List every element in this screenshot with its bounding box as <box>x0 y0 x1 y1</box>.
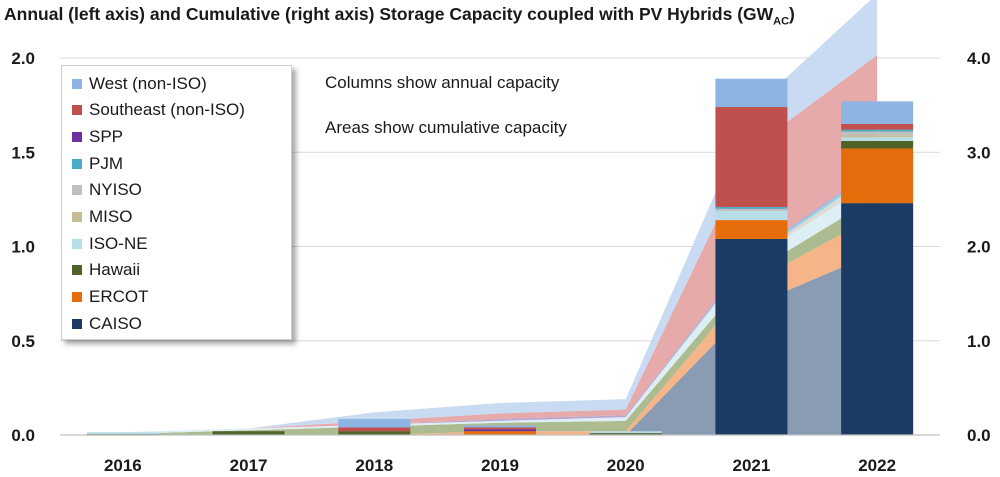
legend-swatch <box>72 292 82 303</box>
bar-southeast-non-iso-2019 <box>464 427 536 430</box>
legend-item: Southeast (non-ISO) <box>72 97 245 124</box>
legend-swatch <box>72 131 82 142</box>
x-tick-label: 2017 <box>230 456 268 475</box>
legend-item: PJM <box>72 150 123 177</box>
y-left-tick-label: 0.5 <box>11 332 35 351</box>
annual-columns <box>86 78 914 435</box>
legend-item: MISO <box>72 204 132 231</box>
bar-nyiso-2021 <box>715 208 788 211</box>
annotation-columns: Columns show annual capacity <box>325 73 560 92</box>
chart-title-text: Annual (left axis) and Cumulative (right… <box>4 4 774 24</box>
legend-label: NYISO <box>89 180 142 200</box>
legend-swatch <box>72 212 82 222</box>
legend-item: NYISO <box>72 177 142 204</box>
bar-southeast-non-iso-2018 <box>338 427 411 432</box>
x-tick-label: 2019 <box>481 456 519 475</box>
x-tick-label: 2016 <box>104 456 142 475</box>
bar-iso-ne-2016 <box>86 432 159 435</box>
bar-hawaii-2017 <box>212 431 285 435</box>
y-left-tick-label: 1.0 <box>11 238 35 257</box>
legend-item: West (non-ISO) <box>72 70 207 97</box>
legend-label: CAISO <box>89 313 142 333</box>
legend-swatch <box>72 158 82 169</box>
legend-label: MISO <box>89 207 133 226</box>
legend-swatch <box>72 238 82 249</box>
y-right-tick-label: 2.0 <box>967 238 991 257</box>
y-left-tick-label: 1.5 <box>11 143 35 162</box>
legend-label: ISO-NE <box>89 233 148 253</box>
bar-caiso-2021 <box>715 238 788 435</box>
bar-spp-2019 <box>464 429 536 432</box>
chart-title: Annual (left axis) and Cumulative (right… <box>4 4 999 28</box>
y-right-tick-label: 3.0 <box>967 143 991 162</box>
bar-west-non-iso-2018 <box>338 418 411 428</box>
bar-hawaii-2018 <box>338 431 411 435</box>
legend-label: ERCOT <box>89 287 149 307</box>
chart-title-end: ) <box>789 4 795 24</box>
bar-ercot-2021 <box>715 220 788 239</box>
bar-ercot-2019 <box>464 431 536 435</box>
bar-west-non-iso-2022 <box>841 101 914 124</box>
bar-iso-ne-2022 <box>841 137 914 141</box>
legend-swatch <box>72 265 82 276</box>
y-right-tick-label: 4.0 <box>967 49 991 68</box>
chart-title-subscript: AC <box>773 15 790 28</box>
legend-item: ISO-NE <box>72 230 148 257</box>
annotation-areas: Areas show cumulative capacity <box>325 118 567 137</box>
legend-label: Southeast (non-ISO) <box>89 100 245 120</box>
bar-pjm-2022 <box>841 129 914 132</box>
bar-caiso-2022 <box>841 203 914 435</box>
bar-west-non-iso-2021 <box>715 78 788 108</box>
bar-ercot-2022 <box>841 148 914 204</box>
y-right-tick-label: 0.0 <box>967 426 991 445</box>
y-left-tick-label: 0.0 <box>11 426 35 445</box>
bar-southeast-non-iso-2021 <box>715 107 788 207</box>
legend-swatch <box>72 78 82 89</box>
legend-label: PJM <box>89 153 123 173</box>
legend-label: SPP <box>89 126 124 146</box>
legend-swatch <box>72 318 82 329</box>
x-tick-label: 2018 <box>355 456 393 475</box>
legend-swatch <box>72 105 82 116</box>
bar-iso-ne-2021 <box>715 210 788 221</box>
legend-swatch <box>72 185 82 196</box>
x-tick-label: 2021 <box>733 456 771 475</box>
bar-hawaii-2022 <box>841 140 914 149</box>
bar-nyiso-2022 <box>841 131 914 136</box>
bar-southeast-non-iso-2022 <box>841 123 914 130</box>
legend-item: Hawaii <box>72 257 140 284</box>
legend-label: Hawaii <box>89 260 141 280</box>
bar-pjm-2021 <box>715 206 788 209</box>
axes: 0.0 0.5 1.0 1.5 2.0 0.0 1.0 2.0 3.0 4.0 2016 2017 20… <box>11 49 990 475</box>
bar-hawaii-2020 <box>589 433 662 435</box>
x-tick-label: 2020 <box>607 456 645 475</box>
legend: West (non-ISO) Southeast (non-ISO) SPP PJM N… <box>61 65 292 340</box>
bar-miso-2022 <box>841 135 914 138</box>
y-left-tick-label: 2.0 <box>11 49 35 68</box>
area-caiso <box>122 252 878 435</box>
x-tick-label: 2022 <box>858 456 896 475</box>
y-right-tick-label: 1.0 <box>967 332 991 351</box>
legend-item: CAISO <box>72 310 142 337</box>
legend-label: West (non-ISO) <box>89 73 207 93</box>
legend-item: ERCOT <box>72 284 149 311</box>
bar-iso-ne-2020 <box>589 431 662 434</box>
bar-west-non-iso-2019 <box>464 425 536 428</box>
legend-item: SPP <box>72 123 123 150</box>
